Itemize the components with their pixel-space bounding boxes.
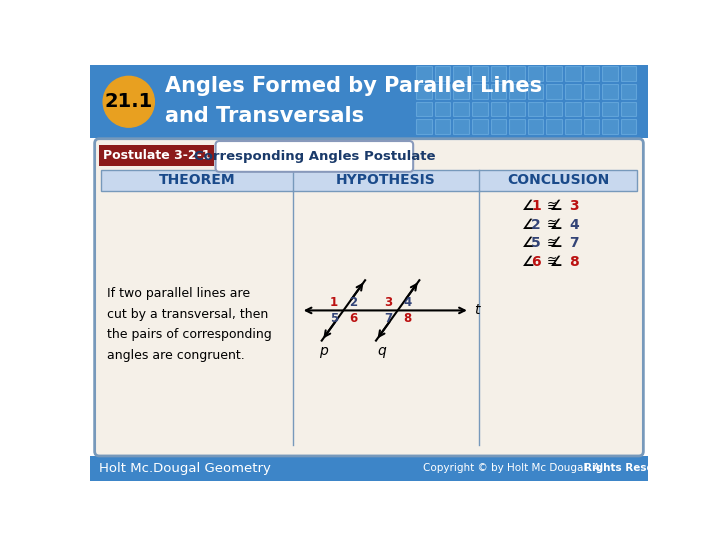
FancyBboxPatch shape (454, 84, 469, 99)
Text: 8: 8 (403, 312, 411, 325)
Text: 8: 8 (569, 255, 579, 269)
FancyBboxPatch shape (472, 102, 487, 117)
Text: 7: 7 (569, 237, 579, 251)
Text: 1: 1 (330, 296, 338, 309)
FancyBboxPatch shape (454, 102, 469, 117)
Text: 6: 6 (349, 312, 357, 325)
FancyBboxPatch shape (472, 66, 487, 81)
FancyBboxPatch shape (621, 102, 636, 117)
Text: Postulate 3-2-1: Postulate 3-2-1 (103, 149, 210, 162)
Text: q: q (378, 343, 387, 357)
FancyBboxPatch shape (528, 84, 544, 99)
Text: 4: 4 (403, 296, 411, 309)
Text: 6: 6 (531, 255, 541, 269)
FancyBboxPatch shape (509, 84, 525, 99)
FancyBboxPatch shape (435, 84, 451, 99)
FancyBboxPatch shape (546, 84, 562, 99)
Text: 4: 4 (569, 218, 579, 232)
FancyBboxPatch shape (454, 119, 469, 134)
FancyBboxPatch shape (101, 170, 637, 191)
FancyBboxPatch shape (416, 102, 432, 117)
FancyBboxPatch shape (565, 102, 580, 117)
FancyBboxPatch shape (416, 84, 432, 99)
FancyBboxPatch shape (490, 119, 506, 134)
FancyBboxPatch shape (435, 66, 451, 81)
FancyBboxPatch shape (546, 119, 562, 134)
Text: ∠: ∠ (549, 218, 562, 232)
FancyBboxPatch shape (546, 102, 562, 117)
Text: 21.1: 21.1 (104, 92, 153, 111)
Text: 2: 2 (349, 296, 357, 309)
Text: 5: 5 (531, 237, 541, 251)
Text: CONCLUSION: CONCLUSION (507, 173, 609, 187)
Text: ∠: ∠ (522, 237, 535, 251)
Text: Angles Formed by Parallel Lines: Angles Formed by Parallel Lines (165, 76, 542, 96)
Text: Copyright © by Holt Mc Dougal. All: Copyright © by Holt Mc Dougal. All (423, 463, 610, 473)
FancyBboxPatch shape (621, 66, 636, 81)
FancyBboxPatch shape (528, 66, 544, 81)
Text: ≅: ≅ (546, 255, 557, 268)
FancyBboxPatch shape (528, 102, 544, 117)
Text: Holt Mc.Dougal Geometry: Holt Mc.Dougal Geometry (99, 462, 271, 475)
FancyBboxPatch shape (621, 84, 636, 99)
Text: t: t (474, 303, 480, 318)
Text: 3: 3 (384, 296, 392, 309)
Text: ≅: ≅ (546, 200, 557, 213)
FancyBboxPatch shape (490, 84, 506, 99)
FancyBboxPatch shape (584, 66, 599, 81)
Text: ∠: ∠ (549, 255, 562, 269)
FancyBboxPatch shape (565, 84, 580, 99)
FancyBboxPatch shape (621, 119, 636, 134)
FancyBboxPatch shape (94, 139, 644, 456)
Text: 3: 3 (569, 199, 579, 213)
Text: ∠: ∠ (522, 255, 535, 269)
FancyBboxPatch shape (602, 102, 618, 117)
Text: ∠: ∠ (549, 237, 562, 251)
FancyBboxPatch shape (584, 102, 599, 117)
FancyBboxPatch shape (509, 102, 525, 117)
FancyBboxPatch shape (490, 66, 506, 81)
FancyBboxPatch shape (454, 66, 469, 81)
Text: THEOREM: THEOREM (158, 173, 235, 187)
FancyBboxPatch shape (509, 66, 525, 81)
Text: Rights Reserved.: Rights Reserved. (584, 463, 684, 473)
FancyBboxPatch shape (602, 66, 618, 81)
FancyBboxPatch shape (602, 119, 618, 134)
FancyBboxPatch shape (416, 66, 432, 81)
Text: 2: 2 (531, 218, 541, 232)
FancyBboxPatch shape (435, 119, 451, 134)
FancyBboxPatch shape (435, 102, 451, 117)
Text: p: p (319, 343, 328, 357)
FancyBboxPatch shape (215, 141, 413, 172)
Text: ∠: ∠ (522, 218, 535, 232)
FancyBboxPatch shape (90, 65, 648, 138)
FancyBboxPatch shape (565, 119, 580, 134)
Text: HYPOTHESIS: HYPOTHESIS (336, 173, 436, 187)
Text: ≅: ≅ (546, 237, 557, 250)
FancyBboxPatch shape (584, 119, 599, 134)
FancyBboxPatch shape (584, 84, 599, 99)
FancyBboxPatch shape (472, 119, 487, 134)
FancyBboxPatch shape (416, 119, 432, 134)
Text: If two parallel lines are
cut by a transversal, then
the pairs of corresponding
: If two parallel lines are cut by a trans… (107, 287, 272, 362)
Text: 1: 1 (531, 199, 541, 213)
Text: and Transversals: and Transversals (165, 106, 364, 126)
FancyBboxPatch shape (528, 119, 544, 134)
FancyBboxPatch shape (490, 102, 506, 117)
Circle shape (103, 76, 154, 127)
Text: 7: 7 (384, 312, 392, 325)
FancyBboxPatch shape (99, 145, 214, 166)
FancyBboxPatch shape (565, 66, 580, 81)
Text: 5: 5 (330, 312, 338, 325)
FancyBboxPatch shape (90, 456, 648, 481)
Text: ∠: ∠ (522, 199, 535, 213)
FancyBboxPatch shape (472, 84, 487, 99)
FancyBboxPatch shape (509, 119, 525, 134)
FancyBboxPatch shape (546, 66, 562, 81)
Text: ≅: ≅ (546, 219, 557, 232)
FancyBboxPatch shape (602, 84, 618, 99)
Text: ∠: ∠ (549, 199, 562, 213)
Text: Corresponding Angles Postulate: Corresponding Angles Postulate (194, 150, 435, 163)
